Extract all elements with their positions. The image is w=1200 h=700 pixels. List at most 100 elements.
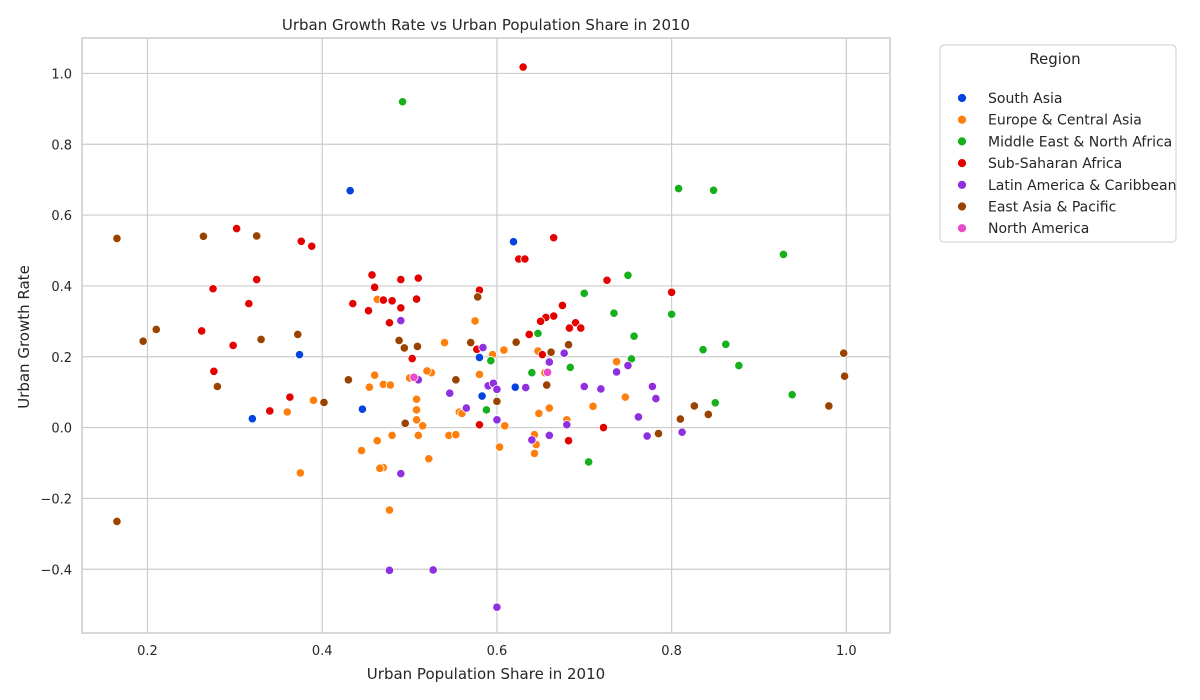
data-point — [549, 311, 559, 321]
data-point — [252, 274, 262, 285]
legend-label: South Asia — [988, 91, 1062, 107]
data-point — [778, 249, 789, 259]
data-point — [252, 231, 262, 241]
data-point — [527, 368, 537, 378]
data-point — [787, 390, 797, 400]
data-point — [839, 371, 850, 381]
data-point — [396, 274, 406, 285]
data-point — [384, 565, 395, 575]
data-point — [375, 463, 385, 473]
data-point — [559, 348, 569, 358]
data-point — [364, 382, 374, 392]
plot-background — [82, 38, 890, 633]
legend-label: Sub-Saharan Africa — [988, 156, 1122, 172]
data-point — [584, 457, 594, 467]
data-point — [563, 340, 574, 350]
data-point — [824, 401, 834, 411]
data-point — [510, 382, 520, 392]
data-point — [533, 328, 543, 338]
data-point — [295, 468, 305, 478]
y-tick-label: 0.4 — [51, 280, 72, 295]
data-point — [576, 323, 586, 333]
data-point — [492, 602, 502, 612]
data-point — [546, 347, 556, 357]
data-point — [466, 337, 476, 348]
data-point — [394, 335, 404, 346]
legend-marker — [957, 158, 967, 169]
data-points — [112, 62, 850, 612]
data-point — [486, 356, 496, 366]
data-point — [345, 186, 355, 196]
data-point — [563, 436, 574, 446]
data-point — [527, 435, 537, 445]
data-point — [198, 231, 209, 241]
data-point — [478, 342, 488, 353]
data-point — [357, 404, 367, 414]
data-point — [445, 388, 455, 398]
data-point — [285, 392, 295, 402]
data-point — [537, 350, 547, 360]
data-point — [138, 336, 148, 346]
data-point — [689, 401, 699, 411]
data-point — [500, 421, 510, 431]
data-point — [307, 241, 317, 251]
data-point — [232, 223, 242, 234]
plot-frame — [81, 37, 891, 634]
data-point — [839, 348, 849, 358]
legend-label: East Asia & Pacific — [988, 200, 1116, 216]
legend-marker — [957, 114, 967, 125]
series-group — [112, 231, 850, 527]
legend-label: Middle East & North Africa — [988, 134, 1172, 150]
data-point — [565, 362, 575, 372]
data-point — [492, 384, 502, 394]
y-tick-label: 0.0 — [51, 422, 72, 437]
data-point — [370, 282, 380, 292]
data-point — [228, 340, 238, 351]
data-point — [529, 448, 540, 459]
x-tick-label: 0.8 — [661, 644, 682, 659]
data-point — [363, 306, 374, 316]
data-point — [677, 427, 687, 437]
data-point — [439, 337, 450, 348]
y-tick-label: 0.2 — [51, 351, 72, 366]
data-point — [473, 292, 483, 302]
data-point — [293, 329, 303, 340]
data-point — [620, 392, 630, 402]
data-point — [399, 343, 409, 353]
y-axis-title: Urban Growth Rate — [15, 265, 33, 409]
legend-label: Latin America & Caribbean — [988, 178, 1177, 194]
data-point — [348, 299, 358, 309]
data-point — [387, 430, 397, 440]
legend-items: South Asia Europe & Central Asia Middle Ea… — [957, 91, 1177, 237]
data-point — [385, 380, 395, 390]
data-point — [424, 454, 434, 464]
data-point — [710, 398, 720, 408]
legend: Region South Asia Europe & Central Asia Mi… — [939, 44, 1177, 243]
x-tick-label: 0.2 — [137, 644, 158, 659]
data-point — [518, 62, 528, 72]
data-point — [534, 408, 544, 419]
data-point — [674, 183, 684, 194]
data-point — [367, 270, 377, 280]
data-point — [461, 403, 471, 413]
series-group — [397, 97, 797, 467]
data-point — [596, 384, 606, 394]
data-point — [265, 406, 275, 416]
x-axis-title: Urban Population Share in 2010 — [367, 665, 605, 683]
data-point — [151, 324, 161, 335]
data-point — [412, 341, 423, 352]
data-point — [602, 275, 612, 285]
series-group — [282, 294, 630, 515]
data-point — [256, 334, 266, 344]
series-group — [409, 367, 553, 382]
data-point — [282, 407, 292, 417]
y-tick-label: 1.0 — [51, 67, 72, 82]
data-point — [633, 412, 644, 422]
data-point — [387, 296, 397, 306]
data-point — [511, 337, 521, 347]
data-point — [562, 420, 572, 430]
data-point — [294, 350, 305, 360]
data-point — [477, 391, 487, 401]
data-point — [209, 366, 219, 376]
